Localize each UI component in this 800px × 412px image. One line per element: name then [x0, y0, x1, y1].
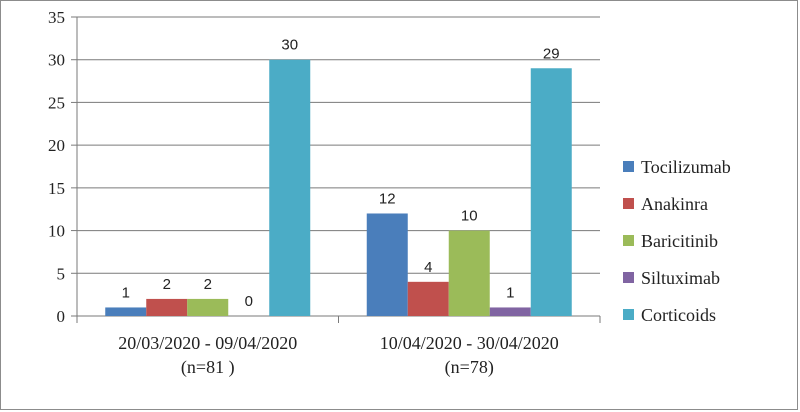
legend-swatch	[623, 272, 634, 283]
y-tick-label: 0	[57, 307, 66, 326]
bar-corticoids	[530, 68, 572, 316]
y-tick-label: 15	[48, 179, 65, 198]
bar-baricitinib	[187, 298, 229, 316]
x-category-sublabel: (n=78)	[445, 357, 494, 378]
data-label: 30	[281, 37, 298, 54]
bar-siltuximab	[489, 307, 531, 316]
legend-swatch	[623, 235, 634, 246]
bar-corticoids	[269, 59, 311, 316]
data-label: 2	[163, 276, 171, 293]
data-label: 29	[543, 45, 560, 62]
bar-anakinra	[146, 298, 188, 316]
data-label: 12	[379, 190, 396, 207]
y-tick-label: 35	[48, 8, 65, 27]
y-tick-label: 10	[48, 222, 65, 241]
x-category-label: 20/03/2020 - 09/04/2020	[118, 333, 297, 353]
data-label: 10	[461, 208, 478, 225]
bar-baricitinib	[448, 230, 490, 316]
data-label: 1	[122, 284, 130, 301]
data-label: 2	[204, 276, 212, 293]
bar-tocilizumab	[105, 307, 147, 316]
legend-label: Tocilizumab	[641, 157, 731, 177]
legend-swatch	[623, 309, 634, 320]
y-tick-label: 25	[48, 93, 65, 112]
y-tick-label: 20	[48, 136, 65, 155]
y-tick-label: 30	[48, 51, 65, 70]
x-category-sublabel: (n=81 )	[181, 357, 235, 378]
data-label: 1	[506, 284, 514, 301]
legend-swatch	[623, 161, 634, 172]
data-label: 4	[424, 259, 432, 276]
x-category-label: 10/04/2020 - 30/04/2020	[380, 333, 559, 353]
legend-label: Corticoids	[641, 305, 716, 325]
bar-tocilizumab	[366, 213, 408, 316]
data-label: 0	[245, 293, 253, 310]
legend-label: Siltuximab	[641, 268, 720, 288]
bar-anakinra	[407, 281, 449, 316]
legend-swatch	[623, 198, 634, 209]
legend-label: Anakinra	[641, 194, 708, 214]
legend-label: Baricitinib	[641, 231, 718, 251]
y-tick-label: 5	[57, 264, 66, 283]
